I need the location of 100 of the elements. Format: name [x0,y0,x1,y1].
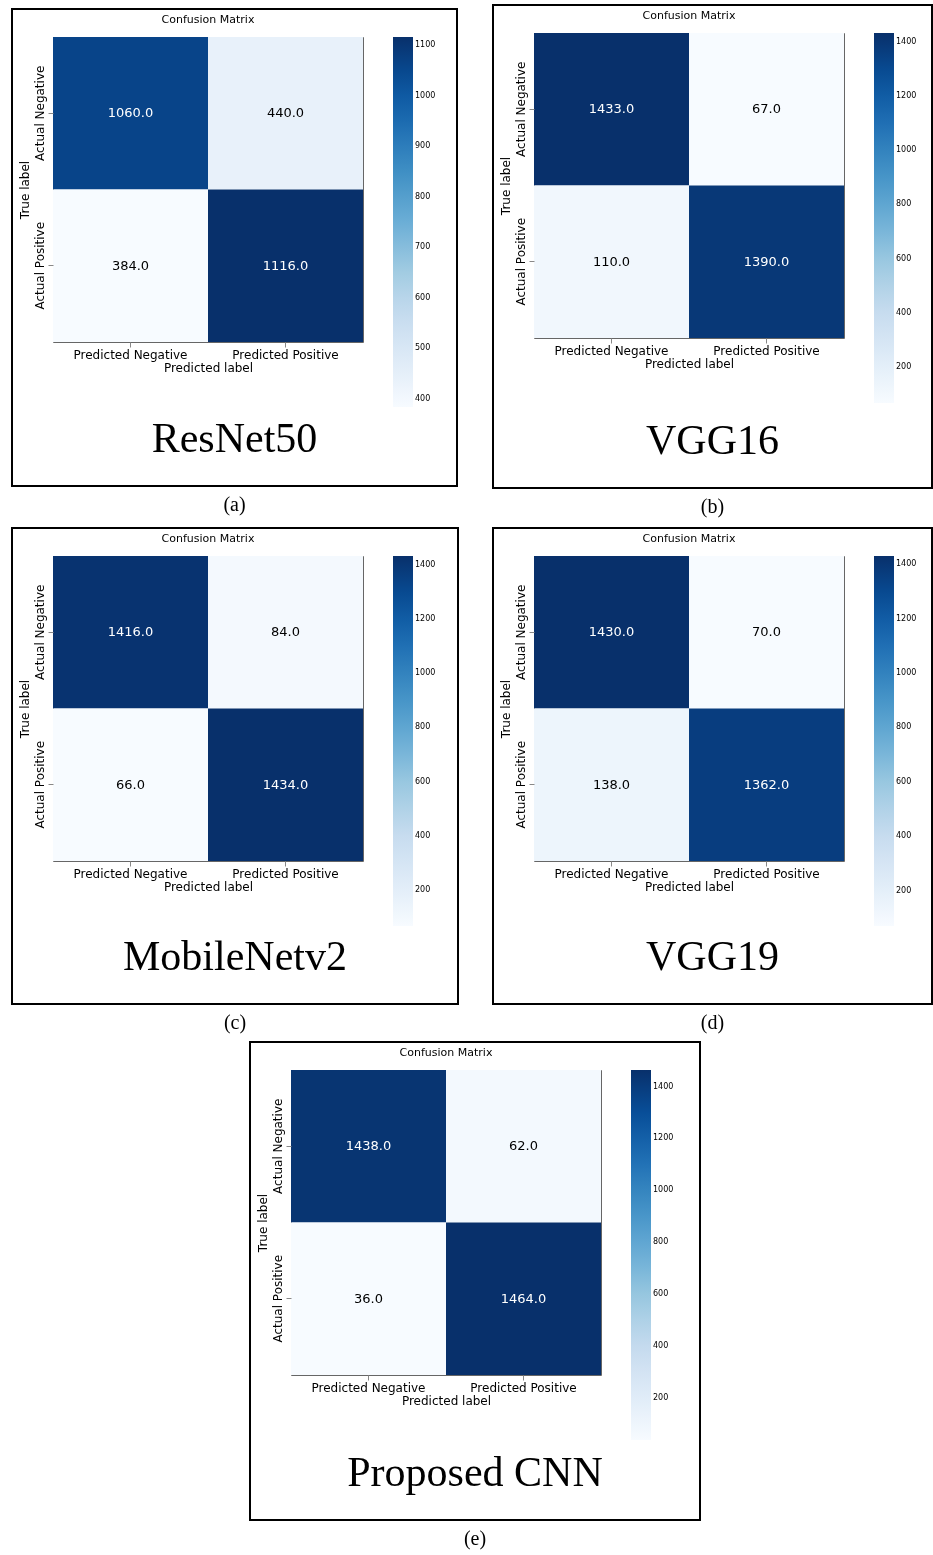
data-label: 1362.0 [743,776,790,792]
text: ResNet50 [150,414,319,462]
data-label: 1060.0 [107,105,154,121]
x-tick-label: Predicted Negative [311,1380,426,1395]
data-label: 36.0 [354,1290,383,1306]
color-bar-label: 800 [415,722,431,732]
data-label: 440.0 [266,105,305,121]
x-axis-title: Predicted label [163,360,254,375]
y-axis-title: True label [498,679,513,740]
color-bar-label: 1400 [896,559,917,569]
text: VGG16 [645,416,780,464]
data-label: 1390.0 [743,253,790,269]
color-bar-label: 400 [653,1340,669,1350]
color-bar-label: 400 [415,393,431,403]
x-tick-label: Predicted Positive [713,343,820,358]
color-bar-label: 700 [415,242,431,252]
data-label: 1430.0 [588,624,635,640]
chart-title: Confusion Matrix [642,9,736,22]
text: (d) [699,1011,726,1034]
y-tick-label: Actual Positive [32,740,47,829]
text: (e) [462,1527,488,1550]
chart-title: Confusion Matrix [642,532,736,545]
data-label: 84.0 [271,624,300,640]
x-tick-label: Predicted Positive [232,866,339,881]
color-bar-label: 600 [653,1288,669,1298]
x-tick-label: Predicted Positive [232,347,339,362]
color-bar-label: 1200 [415,614,436,624]
y-tick-label: Actual Positive [270,1254,285,1343]
data-label: 1434.0 [262,776,309,792]
color-bar-label: 1000 [896,145,917,155]
x-tick-label: Predicted Negative [554,343,669,358]
x-axis-title: Predicted label [644,356,735,371]
y-tick-label: Actual Negative [513,61,528,157]
color-bar-label: 900 [415,141,431,151]
x-axis-title: Predicted label [644,879,735,894]
color-bar-label: 600 [896,253,912,263]
chart-title: Confusion Matrix [399,1046,493,1059]
color-bar-label: 1000 [896,667,917,677]
text: Proposed CNN [346,1448,604,1496]
y-tick-label: Actual Negative [32,65,47,161]
x-tick-label: Predicted Negative [73,347,188,362]
color-bar-label: 1000 [653,1185,674,1195]
y-axis-title: True label [255,1193,270,1254]
y-tick-label: Actual Positive [513,217,528,306]
color-bar-label: 400 [415,830,431,840]
color-bar-label: 400 [896,831,912,841]
color-bar-label: 1400 [653,1081,674,1091]
y-axis-title: True label [498,156,513,217]
color-bar-label: 800 [896,199,912,209]
data-label: 66.0 [116,776,145,792]
data-label: 110.0 [592,253,631,269]
color-bar-label: 600 [415,292,431,302]
color-bar-label: 600 [896,776,912,786]
data-label: 1438.0 [345,1138,392,1154]
data-label: 384.0 [111,257,150,273]
color-bar-label: 1400 [415,560,436,570]
color-bar-label: 400 [896,307,912,317]
color-bar-label: 800 [415,191,431,201]
color-bar-label: 1200 [896,91,917,101]
data-label: 138.0 [592,776,631,792]
color-bar-label: 1400 [896,36,917,46]
y-axis-title: True label [17,679,32,740]
chart-title: Confusion Matrix [161,13,255,26]
y-tick-label: Actual Negative [32,584,47,680]
color-bar-label: 1000 [415,90,436,100]
data-label: 62.0 [509,1138,538,1154]
x-tick-label: Predicted Positive [470,1380,577,1395]
data-label: 67.0 [752,101,781,117]
text: (b) [699,495,726,518]
x-axis-title: Predicted label [401,1393,492,1408]
y-axis-title: True label [17,160,32,221]
y-tick-label: Actual Negative [270,1098,285,1194]
x-tick-label: Predicted Negative [554,866,669,881]
chart-title: Confusion Matrix [161,532,255,545]
color-bar-label: 200 [896,361,912,371]
y-tick-label: Actual Positive [32,221,47,310]
x-tick-label: Predicted Positive [713,866,820,881]
x-axis-title: Predicted label [163,879,254,894]
color-bar-label: 1100 [415,40,436,50]
text: VGG19 [645,932,780,980]
color-bar-label: 500 [415,343,431,353]
text: (c) [222,1011,248,1034]
y-tick-label: Actual Positive [513,740,528,829]
data-label: 1464.0 [500,1290,547,1306]
color-bar-label: 800 [896,722,912,732]
text: (a) [222,493,247,516]
color-bar-label: 1000 [415,668,436,678]
text: MobileNetv2 [122,932,348,980]
data-label: 1116.0 [262,257,309,273]
y-tick-label: Actual Negative [513,584,528,680]
data-label: 1433.0 [588,101,635,117]
x-tick-label: Predicted Negative [73,866,188,881]
color-bar-label: 600 [415,776,431,786]
color-bar-label: 800 [653,1237,669,1247]
color-bar-label: 1200 [653,1133,674,1143]
color-bar-label: 200 [415,884,431,894]
data-label: 70.0 [752,624,781,640]
color-bar-label: 1200 [896,613,917,623]
color-bar-label: 200 [653,1392,669,1402]
color-bar-label: 200 [896,885,912,895]
